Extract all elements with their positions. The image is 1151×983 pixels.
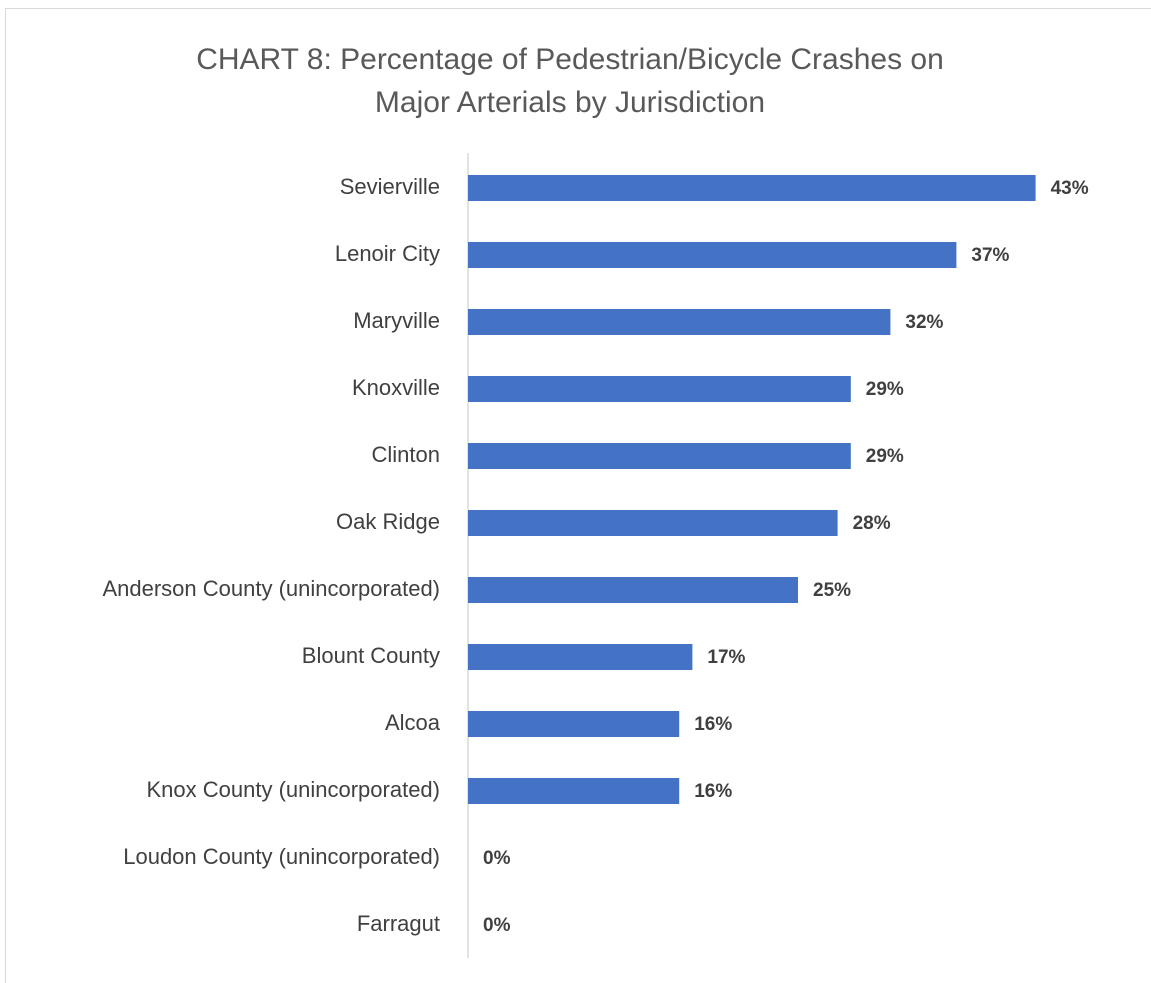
bar bbox=[468, 644, 693, 670]
chart-title: Major Arterials by Jurisdiction bbox=[375, 86, 765, 119]
y-tick-label: Anderson County (unincorporated) bbox=[102, 576, 440, 601]
y-tick-label: Blount County bbox=[302, 643, 440, 668]
data-label: 32% bbox=[905, 312, 943, 333]
y-tick-label: Lenoir City bbox=[335, 241, 440, 266]
bar bbox=[468, 711, 680, 737]
y-tick-label: Knox County (unincorporated) bbox=[147, 777, 441, 802]
data-label: 29% bbox=[866, 379, 904, 400]
chart-title: CHART 8: Percentage of Pedestrian/Bicycl… bbox=[196, 43, 944, 76]
data-label: 16% bbox=[694, 714, 732, 735]
bar bbox=[468, 778, 680, 804]
data-label: 25% bbox=[813, 580, 851, 601]
data-label: 43% bbox=[1051, 178, 1089, 199]
y-tick-label: Oak Ridge bbox=[336, 509, 440, 534]
chart-border bbox=[5, 8, 1151, 983]
y-tick-label: Knoxville bbox=[352, 375, 440, 400]
bar bbox=[468, 242, 957, 268]
bar bbox=[468, 510, 838, 536]
y-tick-label: Clinton bbox=[372, 442, 440, 467]
bar bbox=[468, 443, 851, 469]
y-tick-label: Sevierville bbox=[340, 174, 440, 199]
y-tick-label: Loudon County (unincorporated) bbox=[123, 844, 440, 869]
data-label: 16% bbox=[694, 781, 732, 802]
data-label: 0% bbox=[483, 915, 511, 936]
data-label: 0% bbox=[483, 848, 511, 869]
bar bbox=[468, 175, 1036, 201]
y-tick-label: Maryville bbox=[353, 308, 440, 333]
data-label: 28% bbox=[853, 513, 891, 534]
bar bbox=[468, 309, 891, 335]
data-label: 37% bbox=[971, 245, 1009, 266]
y-tick-label: Farragut bbox=[357, 911, 440, 936]
y-tick-label: Alcoa bbox=[385, 710, 441, 735]
data-label: 17% bbox=[707, 647, 745, 668]
data-label: 29% bbox=[866, 446, 904, 467]
bar bbox=[468, 376, 851, 402]
bar bbox=[468, 577, 798, 603]
